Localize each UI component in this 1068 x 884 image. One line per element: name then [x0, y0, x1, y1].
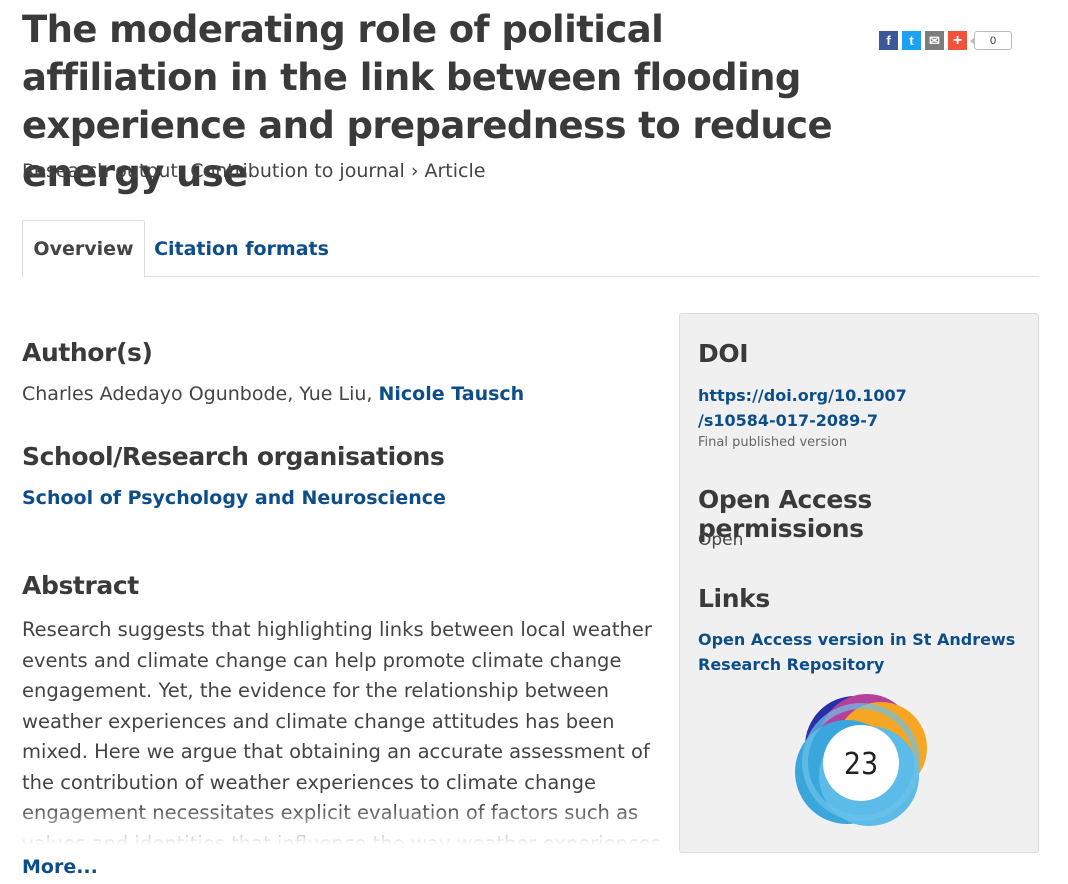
authors-heading: Author(s) — [22, 338, 153, 367]
doi-link[interactable]: https://doi.org/10.1007 /s10584-017-2089… — [698, 383, 907, 433]
doi-link-line1: https://doi.org/10.1007 — [698, 386, 907, 405]
repository-link-line2: Research Repository — [698, 655, 885, 674]
tab-citation-formats[interactable]: Citation formats — [154, 237, 329, 260]
tab-overview[interactable]: Overview — [22, 220, 145, 278]
sidebar-panel: DOI https://doi.org/10.1007 /s10584-017-… — [679, 313, 1039, 853]
open-access-value: Open — [698, 530, 744, 550]
authors-plain: Charles Adedayo Ogunbode, Yue Liu, — [22, 383, 379, 405]
organisation-link[interactable]: School of Psychology and Neuroscience — [22, 487, 446, 509]
abstract-container: Research suggests that highlighting link… — [22, 615, 662, 845]
abstract-heading: Abstract — [22, 571, 139, 600]
open-access-heading: Open Access permissions — [698, 485, 872, 543]
altmetric-score: 23 — [844, 747, 878, 782]
abstract-fade — [22, 805, 662, 845]
authors-list: Charles Adedayo Ogunbode, Yue Liu, Nicol… — [22, 383, 524, 405]
facebook-icon[interactable]: f — [879, 31, 898, 50]
share-count: 0 — [970, 31, 1012, 50]
repository-link[interactable]: Open Access version in St Andrews Resear… — [698, 627, 1015, 677]
page-title: The moderating role of political affilia… — [22, 8, 833, 195]
twitter-icon[interactable]: t — [902, 31, 921, 50]
author-link-nicole-tausch[interactable]: Nicole Tausch — [378, 383, 525, 405]
share-bar: f t ✉ + 0 — [879, 31, 1012, 50]
links-heading: Links — [698, 584, 770, 613]
more-link[interactable]: More... — [22, 856, 98, 878]
doi-heading: DOI — [698, 339, 749, 368]
email-icon[interactable]: ✉ — [925, 31, 944, 50]
altmetric-donut-icon: 23 — [795, 694, 927, 826]
repository-link-line1: Open Access version in St Andrews — [698, 630, 1016, 649]
doi-note: Final published version — [698, 435, 848, 450]
tab-bar: Overview Citation formats — [22, 220, 1039, 278]
organisations-heading: School/Research organisations — [22, 442, 445, 471]
doi-link-line2: /s10584-017-2089-7 — [698, 411, 879, 430]
output-type: Research output: Contribution to journal… — [22, 160, 486, 182]
altmetric-badge[interactable]: 23 — [785, 686, 935, 836]
share-plus-icon[interactable]: + — [948, 31, 967, 50]
